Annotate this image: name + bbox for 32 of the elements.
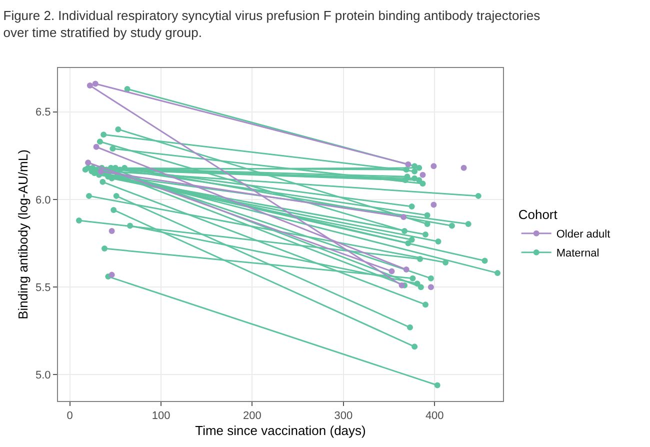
x-tick-label: 100 [152, 410, 170, 422]
point [98, 168, 104, 174]
point [460, 164, 467, 171]
point [86, 82, 93, 89]
point [85, 160, 92, 166]
point [420, 172, 426, 178]
point [405, 161, 412, 168]
point [93, 144, 100, 150]
point [400, 214, 407, 220]
y-axis-title: Binding antibody (log-AU/mL) [15, 150, 30, 320]
point [430, 163, 437, 170]
y-tick-label: 6.0 [36, 194, 51, 206]
x-tick-label: 400 [425, 410, 444, 422]
x-tick-label: 200 [243, 410, 262, 422]
legend-label: Older adult [556, 228, 610, 241]
y-tick-label: 5.0 [36, 370, 51, 382]
point [108, 272, 115, 278]
point [403, 266, 410, 273]
y-tick-label: 6.5 [36, 106, 51, 119]
legend-title: Cohort [518, 206, 558, 222]
x-tick-label: 300 [334, 410, 353, 422]
point [108, 228, 115, 234]
point [92, 80, 98, 87]
point [388, 268, 395, 274]
point [430, 202, 437, 208]
legend-label: Maternal [556, 248, 600, 260]
point [398, 282, 405, 288]
x-tick-label: 0 [66, 410, 73, 422]
x-axis-title: Time since vaccination (days) [195, 422, 366, 438]
chart-title: Figure 2. Individual respiratory syncytial virus prefusion F protein binding antibody trajectories over time stratified by study group. [3, 8, 541, 40]
y-tick-label: 5.5 [36, 282, 51, 294]
point [428, 284, 434, 290]
